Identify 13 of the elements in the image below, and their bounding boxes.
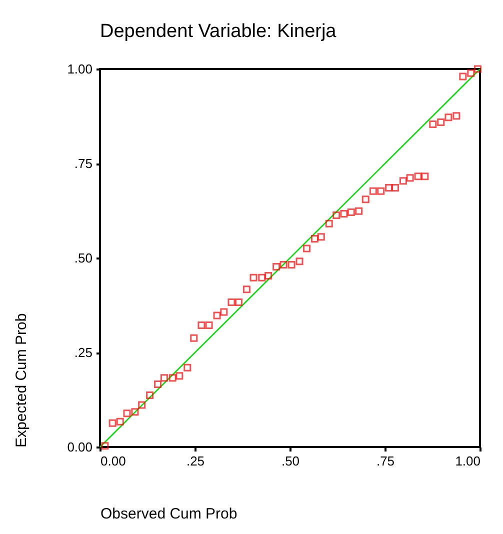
x-tick-label: 0.00 bbox=[100, 454, 126, 468]
y-tick-label: .25 bbox=[74, 345, 92, 360]
y-tick-label: 0.00 bbox=[67, 440, 92, 454]
x-tick-label: .25 bbox=[186, 454, 205, 468]
x-tick-label: .75 bbox=[376, 454, 395, 468]
x-tick-label: .50 bbox=[281, 454, 300, 468]
y-axis-title: Expected Cum Prob bbox=[13, 313, 30, 448]
y-tick-label: .50 bbox=[74, 250, 92, 266]
x-axis-title: Observed Cum Prob bbox=[100, 506, 238, 522]
chart-title: Dependent Variable: Kinerja bbox=[100, 21, 337, 42]
y-tick-label: 1.00 bbox=[67, 62, 92, 76]
y-tick-label: .75 bbox=[74, 156, 92, 171]
x-tick-label: 1.00 bbox=[455, 454, 480, 468]
